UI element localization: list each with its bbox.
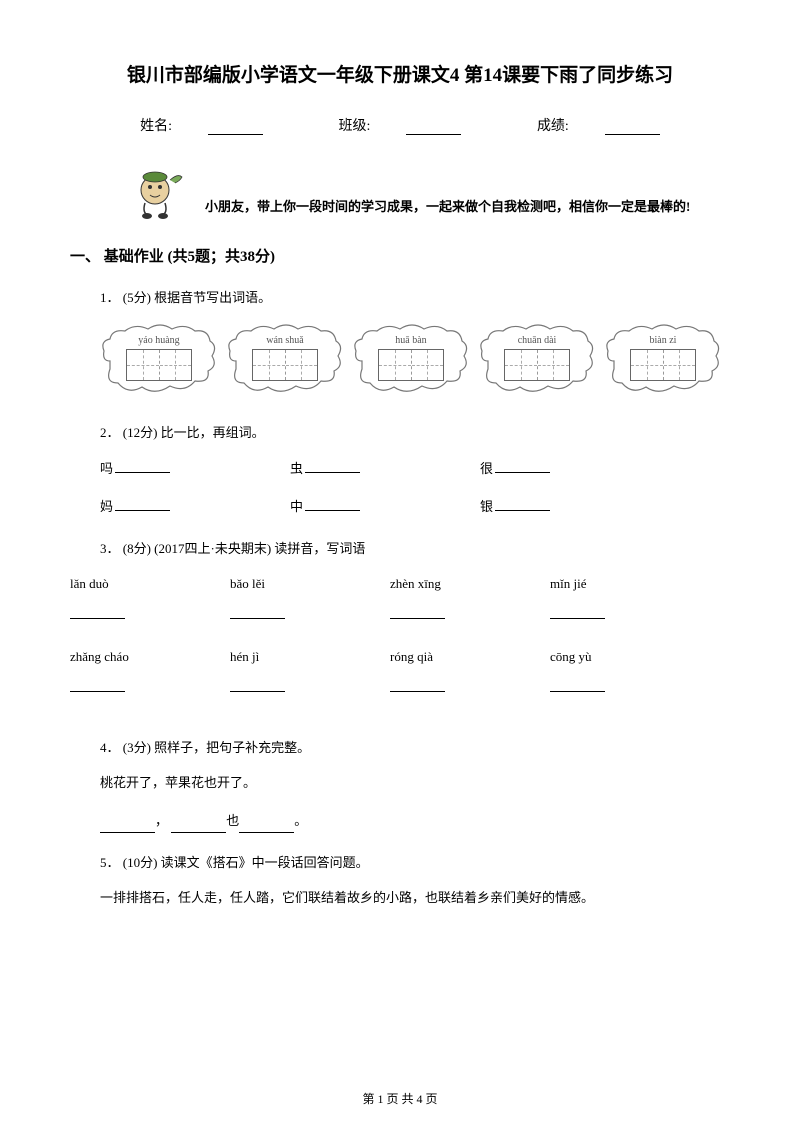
char-grid-5[interactable] <box>630 349 696 381</box>
q3-pinyin: zhǎng cháo <box>70 645 230 668</box>
q3-pinyin: lǎn duò <box>70 572 230 595</box>
q2-char: 虫 <box>290 457 303 480</box>
blank[interactable] <box>390 605 445 619</box>
score-blank[interactable] <box>605 121 660 135</box>
pinyin-4: chuān dài <box>518 332 557 350</box>
blank[interactable] <box>171 819 226 833</box>
cloud-box-5[interactable]: biàn zi <box>604 321 722 396</box>
cloud-box-3[interactable]: huā bàn <box>352 321 470 396</box>
q2-row1: 吗 虫 很 <box>100 457 730 480</box>
char-grid-3[interactable] <box>378 349 444 381</box>
page-title: 银川市部编版小学语文一年级下册课文4 第14课要下雨了同步练习 <box>70 60 730 87</box>
q3-pinyin: mǐn jié <box>550 572 710 595</box>
pinyin-5: biàn zi <box>650 332 677 350</box>
blank[interactable] <box>495 510 550 511</box>
question-2: 2． (12分) 比一比，再组词。 吗 虫 很 妈 中 银 <box>70 421 730 518</box>
q1-label: 1． (5分) 根据音节写出词语。 <box>100 286 730 309</box>
pinyin-1: yáo huàng <box>138 332 179 350</box>
blank[interactable] <box>239 819 294 833</box>
cloud-box-1[interactable]: yáo huàng <box>100 321 218 396</box>
blank[interactable] <box>230 605 285 619</box>
blank[interactable] <box>115 510 170 511</box>
q5-label: 5． (10分) 读课文《搭石》中一段话回答问题。 <box>100 851 730 874</box>
q2-char: 中 <box>290 495 303 518</box>
q3-pinyin: róng qià <box>390 645 550 668</box>
blank[interactable] <box>550 605 605 619</box>
blank[interactable] <box>70 605 125 619</box>
char-grid-2[interactable] <box>252 349 318 381</box>
blank[interactable] <box>100 819 155 833</box>
mascot-icon <box>130 165 190 220</box>
question-3: 3． (8分) (2017四上·未央期末) 读拼音，写词语 lǎn duò bǎ… <box>70 537 730 718</box>
class-blank[interactable] <box>406 121 461 135</box>
name-blank[interactable] <box>208 121 263 135</box>
char-grid-4[interactable] <box>504 349 570 381</box>
q3-pinyin: bǎo lěi <box>230 572 390 595</box>
question-4: 4． (3分) 照样子，把句子补充完整。 桃花开了，苹果花也开了。 ， 也。 <box>70 736 730 833</box>
q3-grid: lǎn duò bǎo lěi zhèn xīng mǐn jié zhǎng … <box>70 572 730 718</box>
blank[interactable] <box>550 678 605 692</box>
blank[interactable] <box>305 472 360 473</box>
q2-char: 吗 <box>100 457 113 480</box>
q5-passage: 一排排搭石，任人走，任人踏，它们联结着故乡的小路，也联结着乡亲们美好的情感。 <box>100 886 730 909</box>
class-label: 班级: <box>321 119 480 134</box>
question-5: 5． (10分) 读课文《搭石》中一段话回答问题。 一排排搭石，任人走，任人踏，… <box>70 851 730 910</box>
q1-pinyin-boxes: yáo huàng wán shuǎ huā bàn chuān dài bià… <box>100 321 730 396</box>
q4-example: 桃花开了，苹果花也开了。 <box>100 771 730 794</box>
q3-pinyin: cōng yù <box>550 645 710 668</box>
q3-pinyin: zhèn xīng <box>390 572 550 595</box>
encourage-text: 小朋友，带上你一段时间的学习成果，一起来做个自我检测吧，相信你一定是最棒的! <box>205 196 690 220</box>
blank[interactable] <box>390 678 445 692</box>
q2-char: 妈 <box>100 495 113 518</box>
char-grid-1[interactable] <box>126 349 192 381</box>
q2-row2: 妈 中 银 <box>100 495 730 518</box>
mascot-row: 小朋友，带上你一段时间的学习成果，一起来做个自我检测吧，相信你一定是最棒的! <box>70 165 730 220</box>
blank[interactable] <box>115 472 170 473</box>
q3-label: 3． (8分) (2017四上·未央期末) 读拼音，写词语 <box>100 537 730 560</box>
pinyin-3: huā bàn <box>395 332 426 350</box>
q4-label: 4． (3分) 照样子，把句子补充完整。 <box>100 736 730 759</box>
question-1: 1． (5分) 根据音节写出词语。 yáo huàng wán shuǎ huā… <box>70 286 730 396</box>
q2-label: 2． (12分) 比一比，再组词。 <box>100 421 730 444</box>
name-label: 姓名: <box>122 119 281 134</box>
q2-char: 很 <box>480 457 493 480</box>
q3-pinyin: hén jì <box>230 645 390 668</box>
blank[interactable] <box>495 472 550 473</box>
q4-fill: ， 也。 <box>100 809 730 832</box>
blank[interactable] <box>70 678 125 692</box>
score-label: 成绩: <box>519 119 678 134</box>
q2-char: 银 <box>480 495 493 518</box>
cloud-box-4[interactable]: chuān dài <box>478 321 596 396</box>
blank[interactable] <box>305 510 360 511</box>
section-1-header: 一、 基础作业 (共5题；共38分) <box>70 245 730 266</box>
page-footer: 第 1 页 共 4 页 <box>0 1090 800 1107</box>
info-row: 姓名: 班级: 成绩: <box>70 115 730 135</box>
pinyin-2: wán shuǎ <box>266 332 304 350</box>
cloud-box-2[interactable]: wán shuǎ <box>226 321 344 396</box>
blank[interactable] <box>230 678 285 692</box>
